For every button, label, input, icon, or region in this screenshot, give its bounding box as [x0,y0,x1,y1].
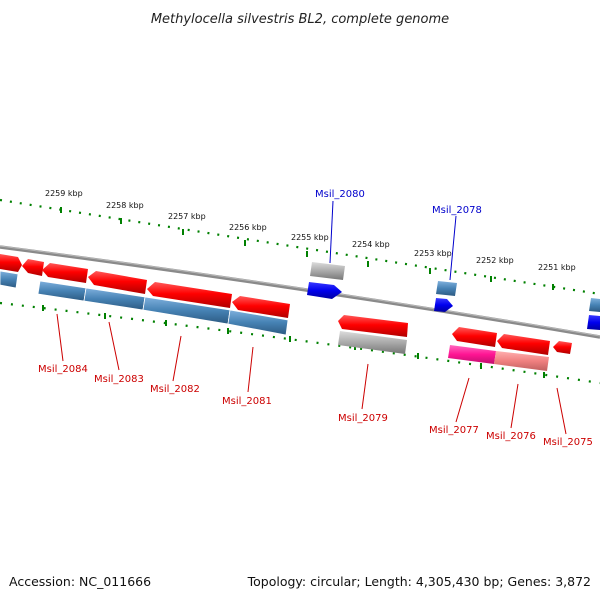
gene-block [0,270,19,289]
ruler-label: 2258 kbp [106,201,144,210]
gene-block-faded [494,351,549,371]
cds-arrow [338,315,408,337]
gene-label-msil-2083: Msil_2083 [94,374,144,385]
ruler-label: 2251 kbp [538,263,576,272]
cds-arrow [22,259,44,276]
gene-label-msil-2082: Msil_2082 [150,384,200,395]
gene-label-msil-2075: Msil_2075 [543,437,593,448]
gene-label-msil-2077: Msil_2077 [429,425,479,436]
gene-block [589,298,600,312]
genome-backbone [0,245,600,339]
gene-label-msil-2079: Msil_2079 [338,413,388,424]
cds-forward-arrow [587,315,600,330]
cds-forward-arrow [307,282,342,299]
cds-arrow [147,282,232,308]
ruler-label: 2257 kbp [168,212,206,221]
ruler-ticks-inner [42,305,545,378]
label-leaders-top [329,200,457,281]
cds-arrow [497,334,550,355]
ruler-ticks-outer [60,207,554,290]
ruler-label: 2252 kbp [476,256,514,265]
ruler-label: 2253 kbp [414,249,452,258]
cds-arrow [0,254,22,272]
label-leaders-bottom [56,313,567,435]
ruler-label: 2255 kbp [291,233,329,242]
map-title: Methylocella silvestris BL2, complete ge… [151,12,449,27]
ruler-outer [0,198,600,296]
gene-label-msil-2084: Msil_2084 [38,364,88,375]
gene-track-left [0,270,289,336]
gene-label-msil-2078: Msil_2078 [432,205,482,216]
ruler-label: 2259 kbp [45,189,83,198]
ruler-label: 2256 kbp [229,223,267,232]
cds-arrow [232,296,290,318]
pseudo-gene-block [338,331,407,354]
cds-arrow [553,341,572,354]
accession-text: Accession: NC_011666 [9,574,151,589]
gene-label-msil-2080: Msil_2080 [315,189,365,200]
cds-forward-arrow [434,298,453,312]
gene-block [227,309,289,336]
rna-block [448,345,496,364]
gene-label-msil-2076: Msil_2076 [486,431,536,442]
ruler-label: 2254 kbp [352,240,390,249]
gene-block [37,280,87,302]
cds-reverse-track [0,254,290,318]
cds-arrow [42,263,88,283]
cds-arrow [452,327,497,347]
pseudo-gene-block [310,262,345,280]
genome-summary-text: Topology: circular; Length: 4,305,430 bp… [247,574,591,589]
gene-block [436,281,457,296]
cds-arrow [88,271,147,294]
gene-label-msil-2081: Msil_2081 [222,396,272,407]
